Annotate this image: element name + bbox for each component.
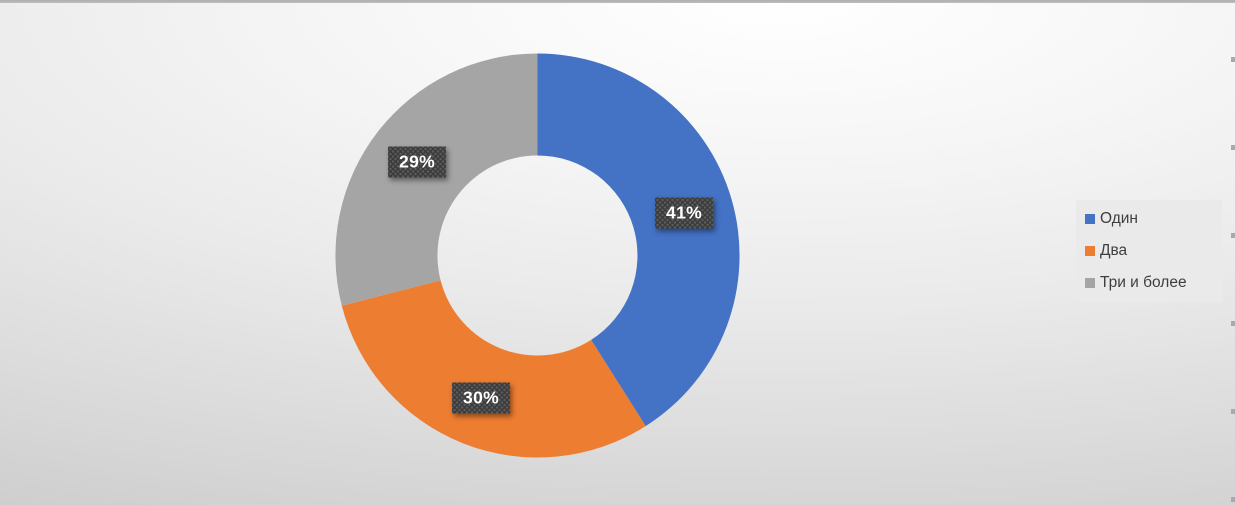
legend-marker-icon	[1085, 278, 1095, 288]
legend-item-2[interactable]: Три и более	[1085, 274, 1220, 292]
legend-item-1[interactable]: Два	[1085, 242, 1220, 260]
donut-segment-1[interactable]	[341, 280, 646, 458]
legend-label: Три и более	[1100, 274, 1187, 291]
edge-tick-mark	[1231, 321, 1235, 326]
chart-legend[interactable]: Один Два Три и более	[1076, 200, 1222, 302]
top-edge-strip	[0, 0, 1235, 3]
edge-tick-mark	[1231, 145, 1235, 150]
legend-item-0[interactable]: Один	[1085, 210, 1220, 228]
data-label-0[interactable]: 41%	[655, 198, 713, 229]
edge-tick-mark	[1231, 409, 1235, 414]
donut-segment-0[interactable]	[537, 53, 740, 427]
edge-tick-mark	[1231, 497, 1235, 502]
edge-tick-mark	[1231, 233, 1235, 238]
legend-label: Два	[1100, 242, 1128, 259]
legend-marker-icon	[1085, 214, 1095, 224]
legend-label: Один	[1100, 210, 1138, 227]
edge-tick-mark	[1231, 57, 1235, 62]
data-label-2[interactable]: 29%	[388, 147, 446, 178]
legend-marker-icon	[1085, 246, 1095, 256]
data-label-1[interactable]: 30%	[452, 383, 510, 414]
donut-segment-2[interactable]	[335, 53, 538, 306]
